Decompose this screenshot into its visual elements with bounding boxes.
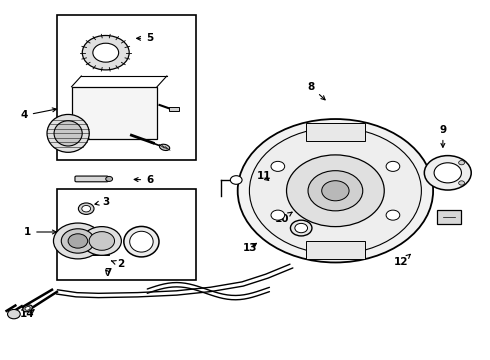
Text: 2: 2	[111, 259, 124, 269]
Text: 14: 14	[20, 310, 35, 319]
Circle shape	[386, 161, 400, 171]
Ellipse shape	[124, 226, 159, 257]
Circle shape	[82, 206, 91, 212]
Circle shape	[322, 181, 349, 201]
Text: 4: 4	[21, 108, 56, 121]
Circle shape	[271, 210, 285, 220]
Circle shape	[82, 226, 122, 255]
FancyBboxPatch shape	[75, 176, 108, 182]
Text: 11: 11	[256, 171, 271, 181]
Circle shape	[291, 220, 312, 236]
Ellipse shape	[160, 144, 170, 150]
Bar	[57, 15, 196, 160]
Circle shape	[249, 128, 421, 254]
Circle shape	[93, 43, 119, 62]
Circle shape	[78, 203, 94, 215]
Circle shape	[89, 231, 115, 250]
Text: 13: 13	[243, 243, 257, 253]
Circle shape	[287, 155, 384, 226]
FancyBboxPatch shape	[306, 123, 365, 141]
Circle shape	[308, 171, 363, 211]
Ellipse shape	[25, 306, 30, 310]
Circle shape	[459, 161, 465, 165]
Text: 3: 3	[95, 197, 109, 207]
Text: 6: 6	[134, 175, 153, 185]
Ellipse shape	[47, 114, 89, 152]
FancyBboxPatch shape	[306, 240, 365, 258]
Text: 12: 12	[394, 254, 410, 267]
Circle shape	[238, 119, 433, 262]
Bar	[169, 107, 179, 111]
FancyBboxPatch shape	[73, 239, 109, 255]
Circle shape	[68, 234, 88, 248]
Bar	[72, 87, 157, 139]
Circle shape	[7, 310, 20, 319]
Circle shape	[434, 163, 462, 183]
Text: 1: 1	[24, 227, 56, 237]
Circle shape	[61, 229, 95, 253]
Text: 10: 10	[274, 212, 292, 224]
Text: 8: 8	[307, 82, 325, 100]
Text: 9: 9	[440, 125, 446, 147]
FancyBboxPatch shape	[437, 211, 462, 224]
Text: 7: 7	[104, 268, 112, 278]
Circle shape	[295, 224, 308, 233]
Ellipse shape	[54, 121, 82, 146]
Circle shape	[459, 181, 465, 185]
Ellipse shape	[23, 305, 32, 312]
Circle shape	[386, 210, 400, 220]
Circle shape	[271, 161, 285, 171]
Circle shape	[230, 176, 242, 184]
Circle shape	[424, 156, 471, 190]
Circle shape	[82, 36, 129, 70]
Ellipse shape	[130, 231, 153, 252]
Circle shape	[53, 223, 102, 259]
Bar	[57, 189, 196, 280]
Circle shape	[106, 176, 113, 181]
Text: 5: 5	[137, 33, 153, 43]
